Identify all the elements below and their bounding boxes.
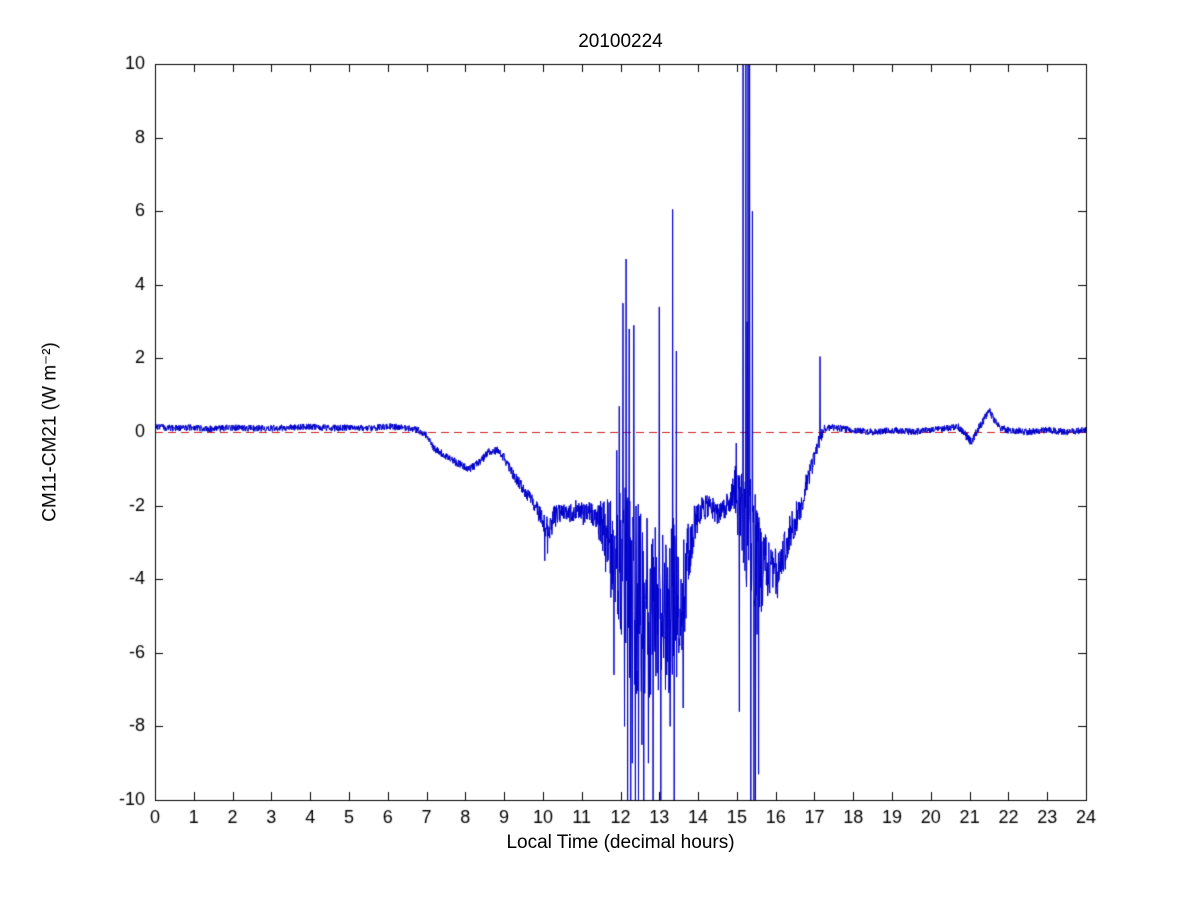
chart-title: 20100224 [578, 31, 663, 52]
x-axis-label: Local Time (decimal hours) [506, 832, 735, 853]
y-axis-label: CM11-CM21 (W m⁻²) [39, 342, 61, 522]
